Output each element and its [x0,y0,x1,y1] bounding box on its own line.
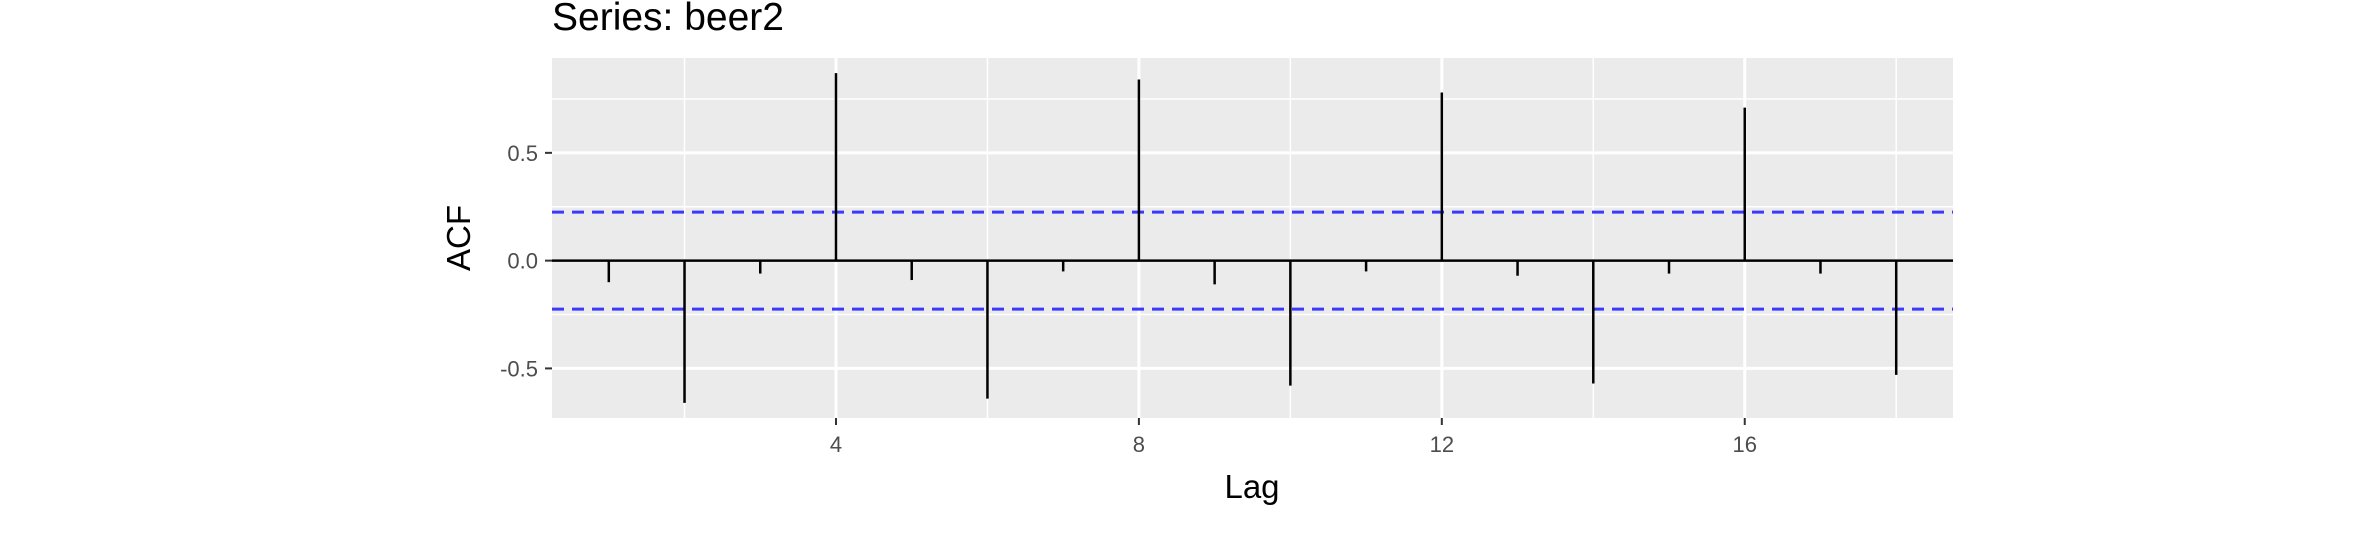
y-tick-label: 0.5 [507,141,538,166]
x-axis-title: Lag [1224,468,1279,505]
y-tick-label: -0.5 [500,356,538,381]
grid-minor-lines [552,58,1953,418]
x-tick-label: 12 [1430,432,1454,457]
x-axis: 4 8 12 16 [830,418,1757,457]
acf-bars [607,73,1898,403]
x-tick-label: 4 [830,432,842,457]
y-tick-label: 0.0 [507,249,538,274]
x-tick-label: 8 [1133,432,1145,457]
y-axis-title: ACF [440,205,477,271]
confidence-bounds [552,210,1953,311]
chart-title: Series: beer2 [552,0,784,39]
plot-panel [552,58,1953,418]
y-axis: -0.5 0.0 0.5 [500,141,552,381]
x-tick-label: 16 [1733,432,1757,457]
